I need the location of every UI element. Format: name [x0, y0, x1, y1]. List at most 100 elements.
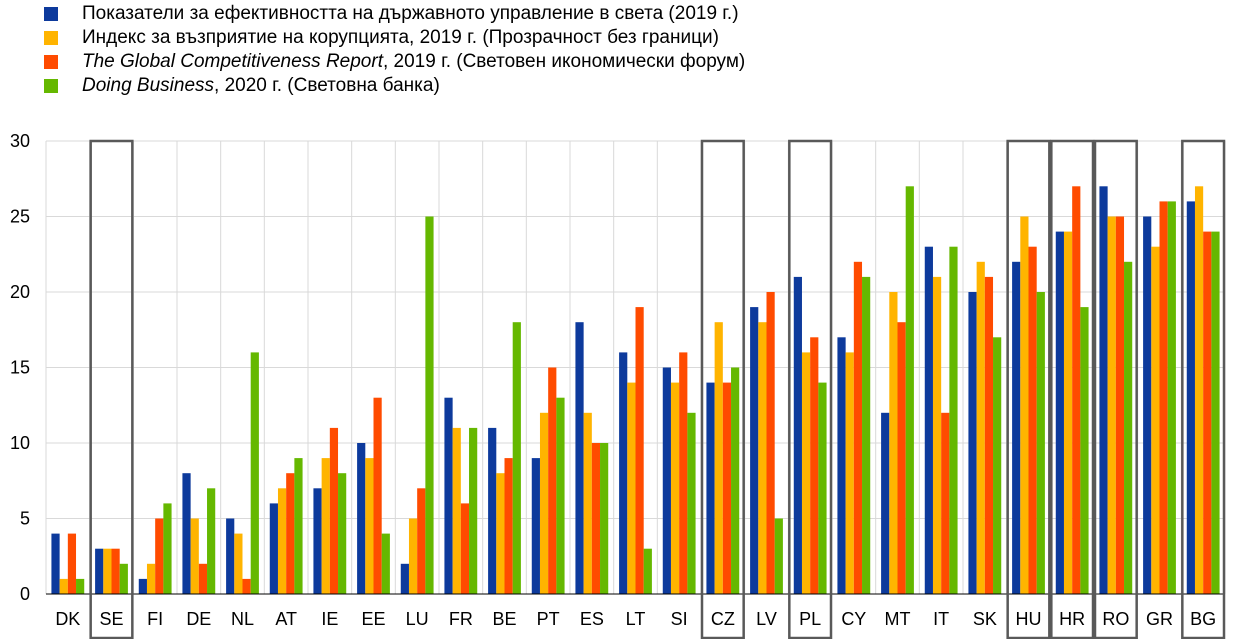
bar-ES-series-3 [591, 443, 601, 594]
legend-swatch-cpi [44, 31, 58, 45]
bar-AT-series-4 [294, 458, 303, 594]
bar-CZ-series-2 [714, 322, 723, 594]
bar-SK-series-3 [984, 276, 994, 594]
legend-item-db: Doing Business, 2020 г. (Световна банка) [44, 74, 745, 98]
bar-HR-series-4 [1080, 307, 1089, 594]
x-tick-label-LT: LT [626, 609, 646, 629]
bar-EE-series-4 [381, 533, 390, 594]
bar-SI-series-2 [670, 382, 680, 594]
bar-CY-series-4 [862, 276, 871, 594]
bar-MT-series-1 [881, 412, 890, 594]
bar-LV-series-4 [774, 518, 783, 594]
bar-RO-series-4 [1124, 261, 1133, 594]
x-tick-label-FR: FR [449, 609, 473, 629]
y-tick-label: 20 [10, 282, 30, 302]
bar-SE-series-3 [111, 548, 120, 594]
bar-HR-series-2 [1063, 231, 1073, 594]
bar-PT-series-4 [556, 397, 565, 594]
bar-EE-series-1 [357, 443, 366, 594]
bar-DE-series-4 [207, 488, 216, 594]
x-tick-label-BG: BG [1190, 609, 1216, 629]
bar-ES-series-1 [575, 322, 584, 594]
bar-IE-series-2 [321, 458, 330, 594]
bar-NL-series-3 [242, 578, 251, 594]
bar-LU-series-1 [400, 563, 409, 594]
bar-FI-series-2 [146, 563, 156, 594]
bar-RO-series-3 [1115, 216, 1125, 594]
bar-DK-series-4 [76, 578, 85, 594]
x-tick-label-RO: RO [1102, 609, 1129, 629]
bar-SE-series-2 [103, 548, 112, 594]
bar-DE-series-3 [198, 563, 208, 594]
bar-IT-series-2 [932, 276, 942, 594]
highlight-box-HU [1006, 139, 1051, 639]
bar-FR-series-1 [444, 397, 453, 594]
x-tick-label-CY: CY [841, 609, 866, 629]
x-tick-label-DE: DE [186, 609, 211, 629]
bar-BE-series-2 [496, 473, 505, 594]
legend-item-wgi: Показатели за ефективността на държавнот… [44, 2, 745, 26]
bar-PT-series-2 [539, 412, 549, 594]
bar-EE-series-2 [365, 458, 374, 594]
bar-IT-series-3 [941, 412, 950, 594]
bar-GR-series-3 [1159, 201, 1168, 594]
bar-HU-series-1 [1012, 261, 1021, 594]
x-tick-label-MT: MT [885, 609, 911, 629]
bar-GR-series-1 [1143, 216, 1152, 594]
x-tick-label-PL: PL [799, 609, 821, 629]
bar-SI-series-4 [687, 412, 696, 594]
legend-item-gcr: The Global Competitiveness Report, 2019 … [44, 50, 745, 74]
bar-PL-series-2 [801, 352, 811, 594]
bar-BG-series-3 [1203, 231, 1212, 594]
bar-DE-series-1 [182, 473, 191, 594]
bar-IT-series-1 [924, 246, 933, 594]
bar-HR-series-3 [1072, 186, 1081, 595]
y-tick-label: 0 [20, 584, 30, 604]
bar-ES-series-4 [600, 443, 609, 594]
legend-swatch-gcr [44, 55, 58, 69]
bar-CZ-series-1 [706, 382, 715, 594]
bar-FI-series-1 [138, 578, 147, 594]
bar-LT-series-1 [619, 352, 628, 594]
highlight-box-SE [89, 139, 134, 639]
bar-LU-series-2 [408, 518, 418, 594]
bar-SE-series-4 [119, 563, 128, 594]
bar-PL-series-3 [810, 337, 819, 594]
bar-RO-series-1 [1099, 186, 1108, 595]
bar-IE-series-4 [338, 473, 347, 594]
x-tick-label-DK: DK [55, 609, 80, 629]
bar-HR-series-1 [1055, 231, 1064, 594]
bar-EE-series-3 [373, 397, 382, 594]
legend-swatch-wgi [44, 7, 58, 21]
bar-DK-series-2 [59, 578, 68, 594]
x-tick-label-SE: SE [99, 609, 123, 629]
x-tick-label-IE: IE [321, 609, 338, 629]
bar-FR-series-4 [469, 427, 478, 594]
bar-FR-series-2 [452, 427, 461, 594]
y-tick-label: 10 [10, 433, 30, 453]
x-tick-label-SK: SK [973, 609, 997, 629]
bar-CY-series-3 [853, 261, 863, 594]
bar-LT-series-2 [627, 382, 636, 594]
highlight-box-RO [1093, 139, 1138, 639]
bar-FR-series-3 [460, 503, 470, 594]
bar-BE-series-4 [512, 322, 521, 594]
x-tick-label-IT: IT [933, 609, 949, 629]
x-tick-label-LV: LV [756, 609, 777, 629]
bar-DK-series-3 [67, 533, 77, 594]
bar-PL-series-4 [818, 382, 827, 594]
bar-SK-series-4 [993, 337, 1002, 594]
bar-ES-series-2 [583, 412, 592, 594]
y-tick-label: 5 [20, 509, 30, 529]
bar-BE-series-3 [504, 458, 513, 594]
bar-DE-series-2 [190, 518, 199, 594]
x-tick-label-GR: GR [1146, 609, 1173, 629]
y-tick-label: 30 [10, 131, 30, 151]
bar-LT-series-3 [635, 307, 644, 594]
bar-SK-series-2 [976, 261, 985, 594]
x-tick-label-LU: LU [406, 609, 429, 629]
bar-LT-series-4 [643, 548, 652, 594]
bar-NL-series-4 [250, 352, 259, 594]
bar-LU-series-3 [417, 488, 426, 594]
